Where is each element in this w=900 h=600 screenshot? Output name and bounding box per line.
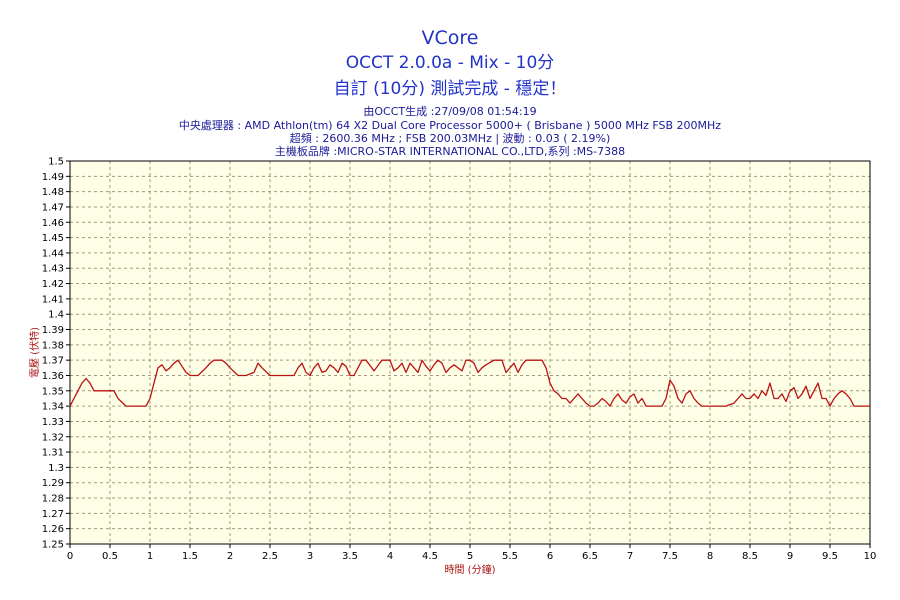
x-tick-label: 5 xyxy=(467,551,473,562)
x-tick-label: 1 xyxy=(147,551,153,562)
y-tick-label: 1.42 xyxy=(42,279,64,290)
y-axis-title: 電壓 (伏特) xyxy=(28,327,41,378)
y-tick-label: 1.46 xyxy=(42,218,64,229)
x-tick-label: 2.5 xyxy=(262,551,278,562)
y-tick-label: 1.43 xyxy=(42,264,64,275)
x-tick-label: 4 xyxy=(387,551,393,562)
y-tick-label: 1.34 xyxy=(42,402,64,413)
y-tick-label: 1.3 xyxy=(48,463,64,474)
y-tick-label: 1.26 xyxy=(42,524,64,535)
x-tick-label: 0.5 xyxy=(102,551,118,562)
y-tick-label: 1.35 xyxy=(42,386,64,397)
y-tick-label: 1.27 xyxy=(42,509,64,520)
x-tick-label: 4.5 xyxy=(422,551,438,562)
x-tick-label: 10 xyxy=(864,551,877,562)
y-axis-ticks: 1.25 1.26 1.27 1.28 1.29 1.3 1.31 1.32 1.33 1.34 1… xyxy=(42,157,70,551)
y-tick-label: 1.45 xyxy=(42,233,64,244)
x-tick-label: 7.5 xyxy=(662,551,678,562)
y-tick-label: 1.4 xyxy=(48,310,64,321)
chart-subtitle: OCCT 2.0.0a - Mix - 10分 xyxy=(345,53,555,73)
x-tick-label: 6 xyxy=(547,551,553,562)
y-tick-label: 1.37 xyxy=(42,356,64,367)
x-tick-label: 3 xyxy=(307,551,313,562)
x-tick-label: 1.5 xyxy=(182,551,198,562)
x-tick-label: 6.5 xyxy=(582,551,598,562)
grid-lines xyxy=(70,161,870,544)
x-tick-label: 8 xyxy=(707,551,713,562)
y-tick-label: 1.25 xyxy=(42,540,64,551)
y-tick-label: 1.5 xyxy=(48,157,64,168)
generated-info: 由OCCT生成 :27/09/08 01:54:19 xyxy=(363,105,537,118)
y-tick-label: 1.33 xyxy=(42,417,64,428)
series-group xyxy=(69,359,870,407)
y-tick-label: 1.29 xyxy=(42,478,64,489)
x-axis-ticks: 0 0.5 1 1.5 2 2.5 3 3.5 4 4.5 5 5.5 6 6.5 7 7.5 8 8.5 9 9.5… xyxy=(67,544,877,562)
y-tick-label: 1.38 xyxy=(42,340,64,351)
x-tick-label: 8.5 xyxy=(742,551,758,562)
x-tick-label: 5.5 xyxy=(502,551,518,562)
y-tick-label: 1.49 xyxy=(42,172,64,183)
x-tick-label: 9 xyxy=(787,551,793,562)
clock-info: 超頻 : 2600.36 MHz ; FSB 200.03MHz | 波動 : … xyxy=(289,132,611,145)
cpu-info: 中央處理器 : AMD Athlon(tm) 64 X2 Dual Core P… xyxy=(178,119,722,132)
x-tick-label: 0 xyxy=(67,551,73,562)
y-tick-label: 1.47 xyxy=(42,202,64,213)
y-tick-label: 1.36 xyxy=(42,371,64,382)
y-tick-label: 1.31 xyxy=(42,448,64,459)
x-tick-label: 2 xyxy=(227,551,233,562)
y-tick-label: 1.44 xyxy=(42,248,64,259)
y-tick-label: 1.32 xyxy=(42,432,64,443)
test-status: 自訂 (10分) 測試完成 - 穩定！ xyxy=(333,79,567,99)
y-tick-label: 1.41 xyxy=(42,294,64,305)
x-axis-title: 時間 (分鐘) xyxy=(445,563,496,576)
motherboard-info: 主機板品牌 :MICRO-STAR INTERNATIONAL CO.,LTD,… xyxy=(274,145,626,158)
x-tick-label: 9.5 xyxy=(822,551,838,562)
chart-title: VCore xyxy=(421,27,479,49)
y-tick-label: 1.28 xyxy=(42,494,64,505)
x-tick-label: 7 xyxy=(627,551,633,562)
y-tick-label: 1.48 xyxy=(42,187,64,198)
x-tick-label: 3.5 xyxy=(342,551,358,562)
y-tick-label: 1.39 xyxy=(42,325,64,336)
series-line xyxy=(69,359,870,407)
